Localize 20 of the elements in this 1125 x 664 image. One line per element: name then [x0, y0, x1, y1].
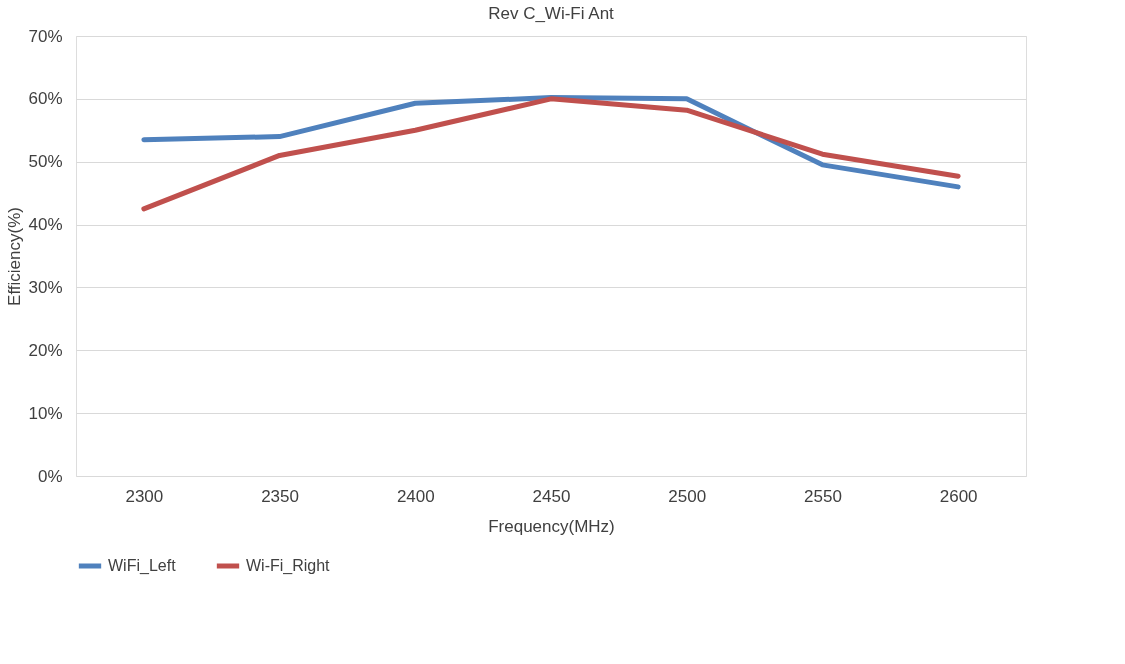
x-tick-label: 2300: [125, 486, 164, 506]
y-tick-label: 40%: [28, 215, 63, 235]
x-tick-label: 2550: [804, 486, 842, 506]
x-tick-label: 2400: [396, 486, 435, 506]
x-tick-label: 2350: [261, 486, 299, 506]
y-tick-label: 20%: [28, 340, 63, 360]
legend-label: WiFi_Left: [108, 557, 177, 575]
x-axis-title: Frequency(MHz): [488, 516, 615, 536]
y-tick-label: 50%: [28, 152, 63, 172]
x-tick-label: 2450: [532, 486, 571, 506]
x-tick-label: 2500: [668, 486, 707, 506]
y-axis-title: Efficiency(%): [5, 207, 25, 306]
y-tick-label: 0%: [37, 466, 63, 486]
y-tick-label: 70%: [28, 26, 63, 46]
chart-title: Rev C_Wi-Fi Ant: [488, 4, 615, 23]
y-tick-label: 30%: [28, 277, 63, 297]
x-tick-label: 2600: [939, 486, 978, 506]
y-tick-label: 10%: [28, 403, 63, 423]
legend-label: Wi-Fi_Right: [246, 557, 331, 575]
y-tick-label: 60%: [28, 89, 63, 109]
